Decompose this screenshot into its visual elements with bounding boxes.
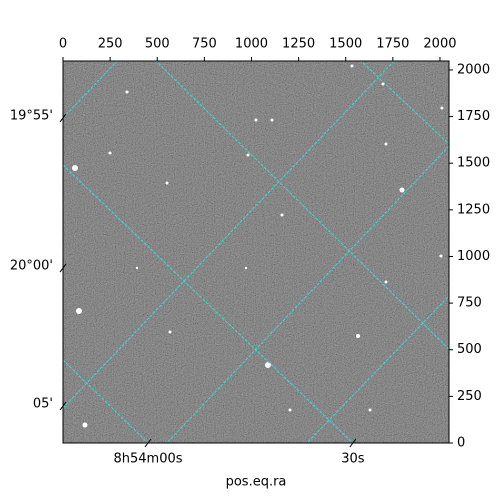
- wcs-y-tick-label: 19°55': [10, 108, 53, 123]
- wcs-y-tick: [59, 113, 67, 123]
- wcs-grid-line: [155, 61, 449, 350]
- y-tick-label: 1750: [457, 109, 490, 124]
- y-tick-label: 1250: [457, 202, 490, 217]
- frame: [62, 60, 450, 444]
- wcs-grid-line: [360, 61, 449, 145]
- wcs-grid-line: [166, 145, 449, 443]
- x-tick-label: 1000: [235, 37, 268, 52]
- y-tick-label: 1000: [457, 249, 490, 264]
- y-tick-label: 500: [457, 342, 482, 357]
- y-tick-label: 0: [457, 436, 465, 451]
- wcs-x-tick: [144, 438, 152, 448]
- x-tick-label: 1250: [282, 37, 315, 52]
- y-tick-label: 2000: [457, 62, 490, 77]
- wcs-x-tick: [349, 438, 357, 448]
- x-tick-label: 0: [59, 37, 67, 52]
- wcs-grid-line: [63, 61, 395, 409]
- x-tick-label: 1500: [329, 37, 362, 52]
- y-tick-label: 250: [457, 389, 482, 404]
- x-tick-label: 250: [98, 37, 123, 52]
- wcs-x-tick-label: 8h54m00s: [113, 452, 182, 467]
- x-tick-label: 500: [145, 37, 170, 52]
- wcs-y-tick: [59, 401, 67, 411]
- y-tick-label: 1500: [457, 156, 490, 171]
- wcs-grid-line: [63, 359, 149, 443]
- stars: [72, 64, 444, 428]
- wcs-grid-line: [306, 295, 449, 443]
- wcs-y-tick-label: 05': [33, 397, 53, 412]
- x-axis-label: pos.eq.ra: [226, 475, 287, 490]
- x-tick-label: 2000: [423, 37, 456, 52]
- wcs-y-tick: [59, 263, 67, 273]
- wcs-grid: [63, 61, 449, 443]
- wcs-y-tick-label: 20°00': [10, 259, 53, 274]
- image-noise: [63, 61, 449, 443]
- y-tick-label: 750: [457, 296, 482, 311]
- x-tick-label: 750: [192, 37, 217, 52]
- x-tick-label: 1750: [376, 37, 409, 52]
- wcs-x-tick-label: 30s: [341, 452, 365, 467]
